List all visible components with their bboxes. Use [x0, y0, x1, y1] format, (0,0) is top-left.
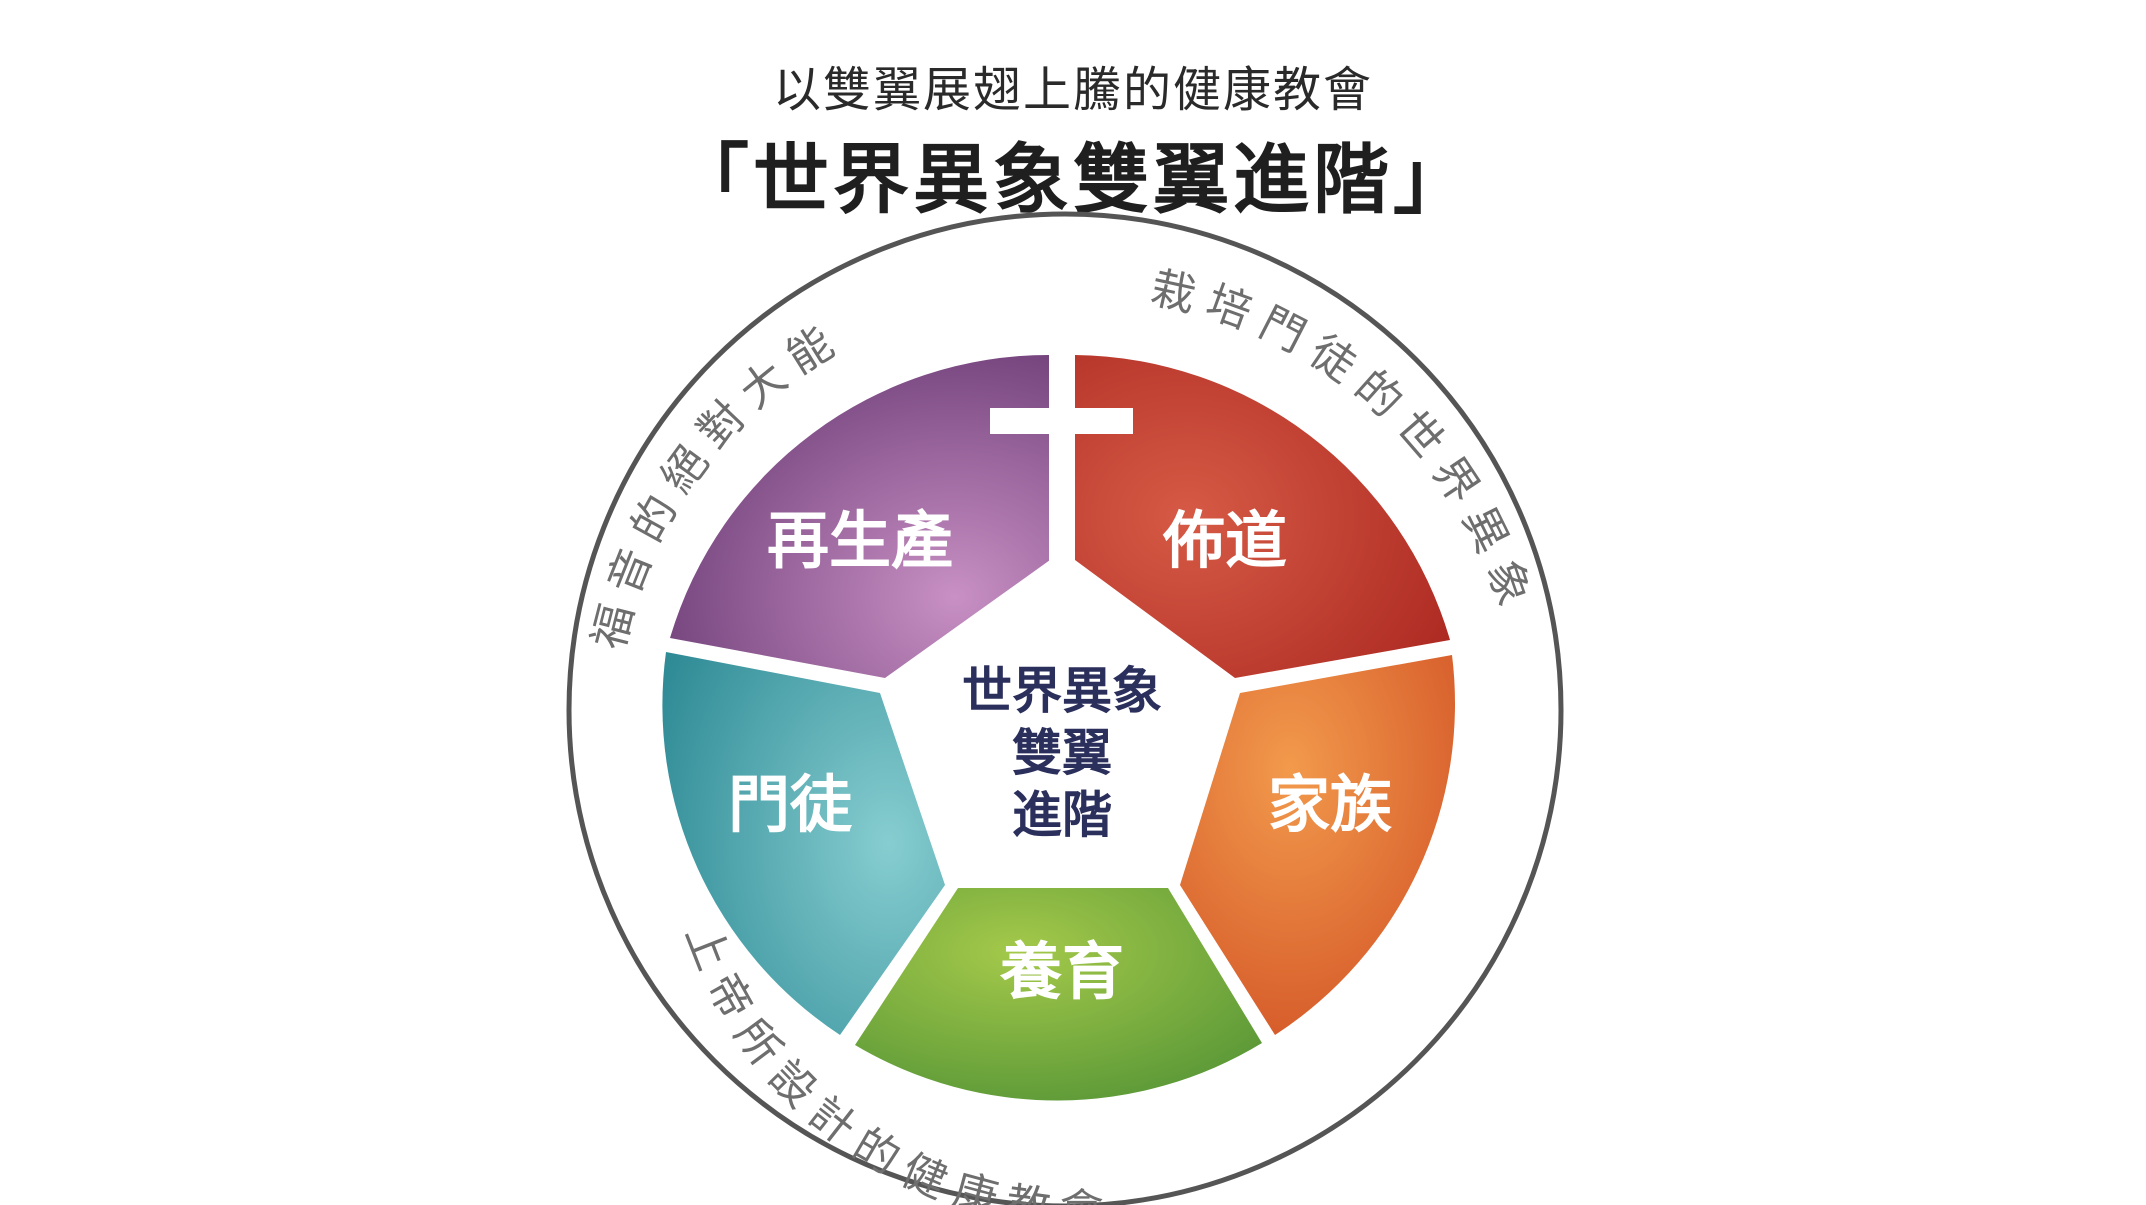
segment-disciple [662, 652, 945, 1035]
segment-nurture [855, 888, 1262, 1101]
segment-label-nurture: 養育 [999, 935, 1124, 1008]
center-line-1: 世界異象 [962, 662, 1162, 720]
subtitle: 以雙翼展翅上騰的健康教會 [772, 62, 1373, 118]
segment-label-reproduce: 再生產 [767, 504, 953, 577]
page-title: 「世界異象雙翼進階」 [673, 135, 1473, 224]
segment-reproduce [670, 354, 1050, 678]
segment-label-family: 家族 [1268, 768, 1392, 841]
segment-label-disciple: 門徒 [728, 768, 853, 841]
cross-icon [990, 340, 1133, 575]
center-line-2: 雙翼 [1012, 724, 1112, 782]
segment-evangelism [1075, 355, 1450, 678]
segment-family [1180, 655, 1456, 1035]
segment-label-evangelism: 佈道 [1162, 504, 1287, 577]
center-line-3: 進階 [1012, 786, 1112, 844]
